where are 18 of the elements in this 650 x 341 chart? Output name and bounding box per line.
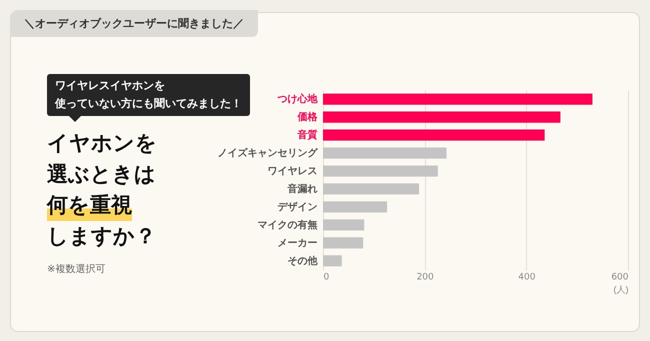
x-tick-label: 400 [518, 272, 536, 282]
x-axis-title: (人) [614, 284, 628, 294]
y-tick-label: つけ心地 [276, 93, 318, 106]
y-tick-label: その他 [288, 254, 318, 267]
text: ワイヤレスイヤホンを使っていない方にも聞いてみました！ [55, 78, 242, 112]
x-tick-label: 200 [416, 272, 434, 282]
y-tick-label: マイクの有無 [258, 218, 318, 231]
x-tick-label: 0 [324, 272, 330, 282]
y-tick-label: 音漏れ [286, 182, 318, 195]
y-tick-label: デザイン [278, 200, 318, 213]
text: ※複数選択可 [47, 262, 106, 276]
y-tick-label: メーカー [278, 238, 318, 249]
text: ＼オーディオブックユーザーに聞きました／ [10, 10, 258, 37]
x-tick-label: 600 [611, 272, 629, 282]
y-tick-label: 価格 [296, 111, 318, 124]
y-tick-label: 音質 [296, 129, 318, 142]
y-tick-label: ノイズキャンセリング [218, 147, 318, 160]
y-tick-label: ワイヤレス [268, 166, 318, 178]
